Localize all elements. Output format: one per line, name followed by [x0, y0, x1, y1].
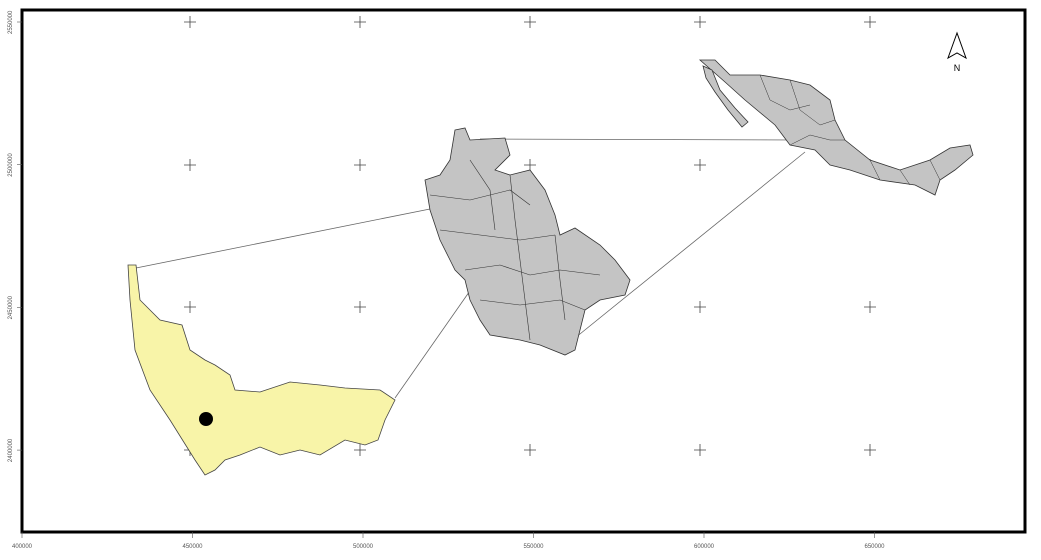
state-boundaries — [759, 74, 941, 186]
graticule-cross — [184, 16, 196, 28]
locator-line — [574, 151, 806, 339]
x-tick-label: 600000 — [694, 544, 715, 550]
graticule-cross — [864, 444, 876, 456]
graticule-cross — [694, 16, 706, 28]
x-axis-ticks: 400000 450000 500000 550000 600000 650000 — [12, 532, 885, 550]
locator-lines — [135, 138, 806, 399]
x-tick-label: 450000 — [183, 544, 204, 550]
graticule-cross — [354, 16, 366, 28]
y-tick-label: 2400000 — [8, 438, 14, 462]
graticule-cross — [694, 444, 706, 456]
locator-line — [479, 138, 801, 141]
graticule-cross — [864, 16, 876, 28]
y-axis-ticks: 2550000 2500000 2450000 2400000 — [8, 10, 22, 462]
graticule-cross — [524, 159, 536, 171]
municipal-boundaries — [429, 159, 601, 341]
graticule-cross — [354, 301, 366, 313]
x-tick-label: 500000 — [353, 544, 374, 550]
graticule-cross — [184, 301, 196, 313]
x-tick-label: 550000 — [524, 544, 545, 550]
graticule-cross — [694, 301, 706, 313]
graticule-cross — [184, 159, 196, 171]
y-tick-label: 2450000 — [8, 295, 14, 319]
graticule-cross — [694, 159, 706, 171]
graticule-cross — [354, 444, 366, 456]
graticule-cross — [354, 159, 366, 171]
baja-california — [702, 65, 749, 128]
graticule-cross — [524, 16, 536, 28]
study-area-municipality — [127, 264, 396, 476]
north-arrow-icon — [947, 31, 967, 60]
y-tick-label: 2500000 — [8, 153, 14, 177]
site-marker — [199, 412, 213, 426]
graticule-cross — [864, 301, 876, 313]
x-tick-label: 400000 — [12, 544, 33, 550]
y-tick-label: 2550000 — [8, 10, 14, 34]
north-arrow: N — [947, 31, 967, 73]
north-label: N — [954, 63, 961, 73]
mexico-states — [698, 59, 974, 196]
x-tick-label: 650000 — [865, 544, 886, 550]
graticule-cross — [524, 444, 536, 456]
locator-line — [135, 207, 436, 269]
